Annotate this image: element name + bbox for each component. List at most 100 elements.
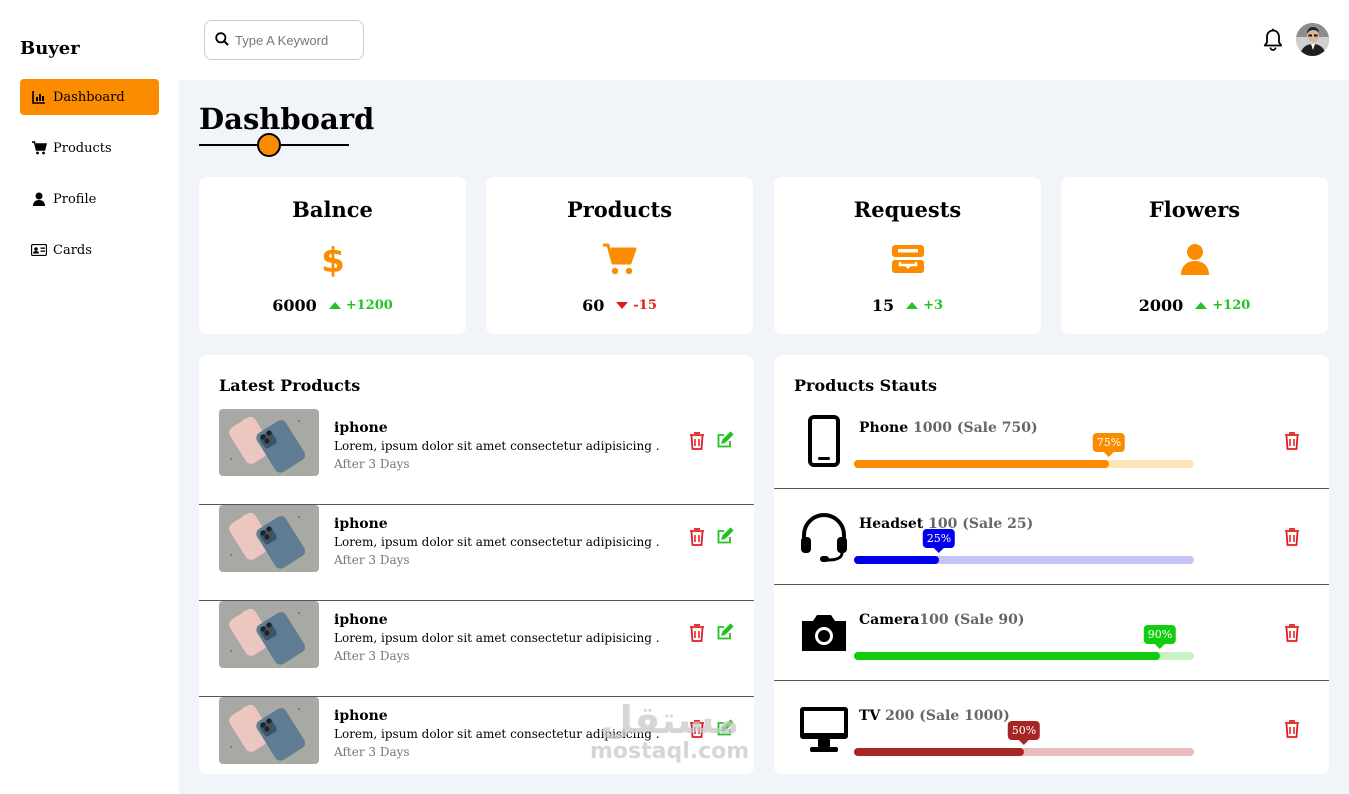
svg-text:$: $ bbox=[321, 241, 345, 277]
status-item-name: Camera bbox=[859, 612, 920, 628]
camera-icon bbox=[798, 607, 850, 659]
list-item: iphone Lorem, ipsum dolor sit amet conse… bbox=[199, 601, 754, 697]
sidebar-item-label: Cards bbox=[53, 242, 92, 258]
status-row-camera: Camera100 (Sale 90) 90% bbox=[774, 585, 1329, 681]
trash-icon[interactable] bbox=[1283, 719, 1301, 739]
progress-bar: 50% bbox=[854, 721, 1194, 756]
progress-bar: 75% bbox=[854, 433, 1194, 468]
sidebar-item-label: Profile bbox=[53, 191, 97, 207]
edit-icon[interactable] bbox=[716, 431, 734, 451]
product-image bbox=[219, 601, 319, 668]
product-image bbox=[219, 409, 319, 476]
brand-title: Buyer bbox=[20, 38, 80, 59]
product-name: iphone bbox=[334, 708, 388, 724]
stat-value: 60 bbox=[582, 296, 605, 315]
headset-icon bbox=[798, 511, 850, 563]
caret-up-icon bbox=[906, 302, 919, 309]
user-icon bbox=[31, 191, 47, 207]
stat-card-balance: Balnce $ 6000 +1200 bbox=[199, 177, 466, 334]
status-item-name: Phone bbox=[859, 420, 909, 436]
stat-value: 15 bbox=[871, 296, 895, 315]
progress-fill bbox=[854, 460, 1109, 468]
latest-products-panel: Latest Products iphone Lorem, ipsum dolo… bbox=[199, 355, 754, 774]
sidebar-item-profile[interactable]: Profile bbox=[20, 181, 159, 217]
status-item-label: Phone 1000 (Sale 750) bbox=[859, 420, 1038, 436]
top-header bbox=[179, 0, 1349, 80]
progress-fill bbox=[854, 748, 1024, 756]
status-item-detail: 1000 (Sale 750) bbox=[913, 420, 1038, 436]
sidebar-item-products[interactable]: Products bbox=[20, 130, 159, 166]
edit-icon[interactable] bbox=[716, 623, 734, 643]
stat-card-flowers: Flowers 2000 +120 bbox=[1061, 177, 1328, 334]
chart-icon bbox=[31, 89, 47, 105]
status-item-label: Headset 100 (Sale 25) bbox=[859, 516, 1033, 532]
stat-card-requests: Requests 15 +3 bbox=[774, 177, 1041, 334]
progress-label: 50% bbox=[1007, 721, 1041, 745]
stat-change-value: +1200 bbox=[345, 298, 393, 313]
sidebar-item-label: Products bbox=[53, 140, 112, 156]
product-name: iphone bbox=[334, 612, 388, 628]
progress-bar: 90% bbox=[854, 625, 1194, 660]
trash-icon[interactable] bbox=[688, 527, 706, 547]
cart-icon bbox=[602, 241, 638, 277]
search-icon bbox=[215, 31, 229, 50]
status-row-tv: TV 200 (Sale 1000) 50% bbox=[774, 681, 1329, 774]
stat-change: +120 bbox=[1195, 298, 1250, 313]
progress-bar: 25% bbox=[854, 529, 1194, 564]
product-description: Lorem, ipsum dolor sit amet consectetur … bbox=[334, 439, 660, 453]
edit-icon[interactable] bbox=[716, 527, 734, 547]
caret-down-icon bbox=[616, 302, 629, 309]
status-item-detail: 100 (Sale 90) bbox=[919, 612, 1025, 628]
progress-label: 75% bbox=[1092, 433, 1126, 457]
inbox-icon bbox=[890, 241, 926, 277]
stat-change-value: +120 bbox=[1212, 298, 1251, 313]
product-description: Lorem, ipsum dolor sit amet consectetur … bbox=[334, 535, 660, 549]
bell-icon[interactable] bbox=[1262, 28, 1284, 52]
stat-value: 2000 bbox=[1138, 296, 1184, 315]
avatar[interactable] bbox=[1296, 23, 1329, 56]
trash-icon[interactable] bbox=[1283, 527, 1301, 547]
stat-values: 60 -15 bbox=[486, 296, 753, 315]
panel-title: Products Stauts bbox=[794, 376, 938, 395]
sidebar-item-dashboard[interactable]: Dashboard bbox=[20, 79, 159, 115]
search-box[interactable] bbox=[204, 20, 364, 60]
stat-values: 15 +3 bbox=[774, 296, 1041, 315]
stat-change: +3 bbox=[906, 298, 943, 313]
status-item-label: Camera100 (Sale 90) bbox=[859, 612, 1025, 628]
product-time: After 3 Days bbox=[334, 457, 410, 471]
product-image bbox=[219, 697, 319, 764]
product-description: Lorem, ipsum dolor sit amet consectetur … bbox=[334, 631, 660, 645]
trash-icon[interactable] bbox=[1283, 431, 1301, 451]
caret-up-icon bbox=[1195, 302, 1208, 309]
search-input[interactable] bbox=[235, 32, 353, 48]
phone-icon bbox=[798, 415, 850, 467]
product-name: iphone bbox=[334, 516, 388, 532]
product-description: Lorem, ipsum dolor sit amet consectetur … bbox=[334, 727, 660, 741]
id-card-icon bbox=[31, 242, 47, 258]
stat-value: 6000 bbox=[272, 296, 317, 315]
list-item: iphone Lorem, ipsum dolor sit amet conse… bbox=[199, 505, 754, 601]
trash-icon[interactable] bbox=[688, 719, 706, 739]
status-item-label: TV 200 (Sale 1000) bbox=[859, 708, 1010, 724]
stat-card-products: Products 60 -15 bbox=[486, 177, 753, 334]
stat-values: 6000 +1200 bbox=[199, 296, 466, 315]
user-icon bbox=[1177, 241, 1213, 277]
progress-fill bbox=[854, 652, 1160, 660]
stat-change: -15 bbox=[616, 298, 657, 313]
sidebar-item-cards[interactable]: Cards bbox=[20, 232, 159, 268]
status-item-name: Headset bbox=[859, 516, 924, 532]
edit-icon[interactable] bbox=[716, 719, 734, 739]
products-status-panel: Products Stauts Phone 1000 (Sale 750) 75… bbox=[774, 355, 1329, 774]
trash-icon[interactable] bbox=[688, 431, 706, 451]
sidebar: Buyer Dashboard Products Profile Cards bbox=[0, 0, 179, 794]
panel-title: Latest Products bbox=[219, 376, 361, 395]
trash-icon[interactable] bbox=[1283, 623, 1301, 643]
progress-label: 25% bbox=[922, 529, 956, 553]
stat-values: 2000 +120 bbox=[1061, 296, 1328, 315]
tv-icon bbox=[798, 703, 850, 755]
title-underline-dot bbox=[257, 133, 281, 157]
progress-fill bbox=[854, 556, 939, 564]
stat-title: Flowers bbox=[1148, 197, 1241, 222]
trash-icon[interactable] bbox=[688, 623, 706, 643]
stat-change-value: +3 bbox=[923, 298, 944, 313]
